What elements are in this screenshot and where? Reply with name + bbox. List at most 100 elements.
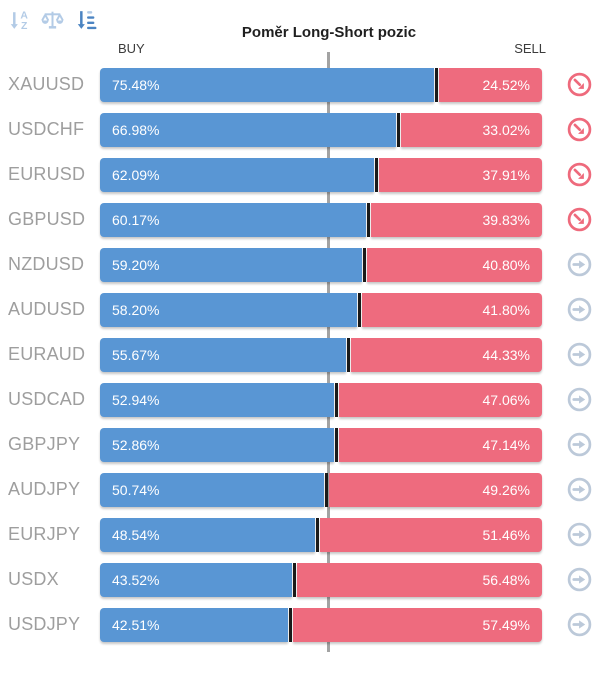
ratio-divider-mark — [325, 472, 329, 507]
ratio-divider-mark — [334, 382, 338, 417]
table-row: EURJPY 48.54% 51.46% — [0, 512, 616, 557]
buy-value: 58.20% — [112, 301, 160, 318]
sell-value: 56.48% — [482, 571, 530, 588]
detail-button[interactable] — [542, 252, 616, 277]
detail-button[interactable] — [542, 117, 616, 142]
balance-scale-icon — [40, 11, 64, 29]
buy-value: 50.74% — [112, 481, 160, 498]
sell-bar-segment: 40.80% — [366, 247, 542, 282]
table-row: GBPUSD 60.17% 39.83% — [0, 197, 616, 242]
page-title: Poměr Long-Short pozic — [241, 24, 417, 41]
ratio-bar: 52.86% 47.14% — [100, 427, 542, 462]
buy-bar-segment: 55.67% — [100, 337, 347, 372]
symbol-label: USDX — [8, 569, 59, 589]
sort-by-value-button[interactable] — [72, 6, 98, 32]
svg-text:A: A — [20, 10, 28, 21]
ratio-divider-mark — [397, 112, 401, 147]
detail-button[interactable] — [542, 567, 616, 592]
sell-bar-segment: 39.83% — [370, 202, 542, 237]
sell-value: 37.91% — [482, 166, 530, 183]
arrow-right-circle-icon — [567, 387, 591, 412]
arrow-right-circle-icon — [567, 297, 591, 322]
buy-bar-segment: 52.94% — [100, 382, 334, 417]
ratio-bar: 50.74% 49.26% — [100, 472, 542, 507]
ratio-bar: 58.20% 41.80% — [100, 292, 542, 327]
detail-button[interactable] — [542, 612, 616, 637]
ratio-divider-mark — [375, 157, 379, 192]
symbol-label: USDCAD — [8, 389, 86, 409]
detail-button[interactable] — [542, 162, 616, 187]
buy-bar-segment: 50.74% — [100, 472, 325, 507]
ratio-divider-mark — [288, 607, 292, 642]
trend-down-circle-icon — [567, 207, 591, 232]
table-row: USDCAD 52.94% 47.06% — [0, 377, 616, 422]
sort-alphabetical-icon: A Z — [10, 10, 28, 31]
detail-button[interactable] — [542, 72, 616, 97]
detail-button[interactable] — [542, 522, 616, 547]
sell-bar-segment: 44.33% — [351, 337, 542, 372]
ratio-bar: 66.98% 33.02% — [100, 112, 542, 147]
symbol-label: USDJPY — [8, 614, 81, 634]
sell-bar-segment: 57.49% — [292, 607, 542, 642]
detail-button[interactable] — [542, 207, 616, 232]
detail-button[interactable] — [542, 432, 616, 457]
buy-value: 52.86% — [112, 436, 160, 453]
buy-bar-segment: 48.54% — [100, 517, 315, 552]
arrow-right-circle-icon — [567, 567, 591, 592]
detail-button[interactable] — [542, 342, 616, 367]
sort-alphabetical-button[interactable]: A Z — [6, 6, 32, 32]
table-row: USDCHF 66.98% 33.02% — [0, 107, 616, 152]
table-row: EURUSD 62.09% 37.91% — [0, 152, 616, 197]
table-row: XAUUSD 75.48% 24.52% — [0, 62, 616, 107]
detail-button[interactable] — [542, 477, 616, 502]
ratio-divider-mark — [347, 337, 351, 372]
arrow-right-circle-icon — [567, 612, 591, 637]
arrow-right-circle-icon — [567, 252, 591, 277]
sort-by-value-icon — [77, 10, 96, 29]
buy-bar-segment: 66.98% — [100, 112, 397, 147]
buy-bar-segment: 42.51% — [100, 607, 288, 642]
sell-bar-segment: 56.48% — [297, 562, 542, 597]
ratio-bar: 52.94% 47.06% — [100, 382, 542, 417]
trend-down-circle-icon — [567, 117, 591, 142]
symbol-label: EURUSD — [8, 164, 86, 184]
sell-axis-label: SELL — [514, 41, 546, 56]
buy-axis-label: BUY — [118, 41, 145, 56]
buy-bar-segment: 62.09% — [100, 157, 375, 192]
arrow-right-circle-icon — [567, 477, 591, 502]
symbol-label: GBPUSD — [8, 209, 86, 229]
detail-button[interactable] — [542, 387, 616, 412]
table-row: NZDUSD 59.20% 40.80% — [0, 242, 616, 287]
buy-value: 60.17% — [112, 211, 160, 228]
table-row: USDX 43.52% 56.48% — [0, 557, 616, 602]
ratio-bar: 43.52% 56.48% — [100, 562, 542, 597]
sell-bar-segment: 33.02% — [401, 112, 542, 147]
table-row: EURAUD 55.67% 44.33% — [0, 332, 616, 377]
ratio-divider-mark — [366, 202, 370, 237]
balance-scale-button[interactable] — [39, 6, 65, 32]
trend-down-circle-icon — [567, 162, 591, 187]
sell-value: 49.26% — [482, 481, 530, 498]
symbol-label: EURJPY — [8, 524, 81, 544]
sell-bar-segment: 41.80% — [362, 292, 542, 327]
buy-value: 42.51% — [112, 616, 160, 633]
ratio-divider-mark — [293, 562, 297, 597]
sell-value: 39.83% — [482, 211, 530, 228]
arrow-right-circle-icon — [567, 342, 591, 367]
table-row: USDJPY 42.51% 57.49% — [0, 602, 616, 647]
ratio-rows: XAUUSD 75.48% 24.52% USDCHF 66.98% 33.02… — [0, 60, 616, 647]
sell-value: 33.02% — [482, 121, 530, 138]
buy-value: 66.98% — [112, 121, 160, 138]
ratio-bar: 59.20% 40.80% — [100, 247, 542, 282]
ratio-bar: 60.17% 39.83% — [100, 202, 542, 237]
symbol-label: GBPJPY — [8, 434, 81, 454]
trend-down-circle-icon — [567, 72, 591, 97]
buy-value: 62.09% — [112, 166, 160, 183]
arrow-right-circle-icon — [567, 522, 591, 547]
arrow-right-circle-icon — [567, 432, 591, 457]
symbol-label: AUDJPY — [8, 479, 81, 499]
sell-value: 44.33% — [482, 346, 530, 363]
sell-value: 41.80% — [482, 301, 530, 318]
detail-button[interactable] — [542, 297, 616, 322]
buy-bar-segment: 59.20% — [100, 247, 362, 282]
